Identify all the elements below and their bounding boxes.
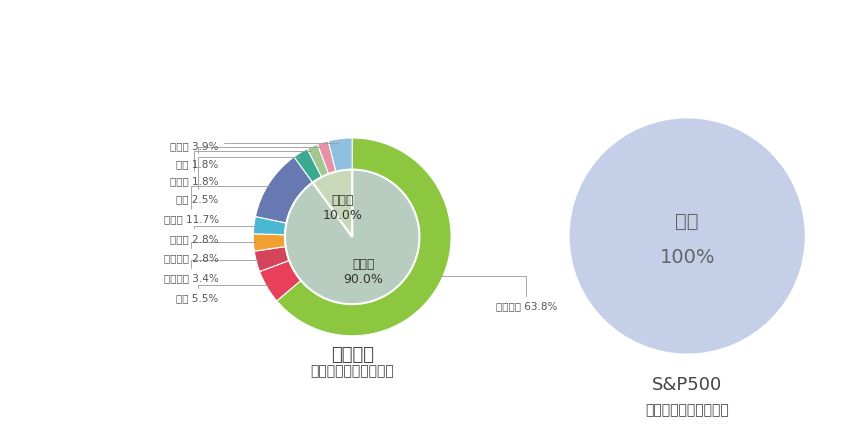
Text: 中国 2.5%: 中国 2.5% — [176, 156, 300, 205]
Text: アメリカ 63.8%: アメリカ 63.8% — [441, 277, 557, 311]
Text: 台湾 1.8%: 台湾 1.8% — [176, 147, 321, 169]
Wedge shape — [308, 144, 329, 177]
Text: インド 1.8%: インド 1.8% — [170, 151, 312, 187]
Wedge shape — [253, 216, 286, 235]
Wedge shape — [253, 234, 286, 251]
Text: S&P500: S&P500 — [652, 375, 722, 394]
Text: その他 3.9%: その他 3.9% — [170, 141, 338, 151]
Text: 日本 5.5%: 日本 5.5% — [176, 284, 268, 303]
Text: イギリス 3.4%: イギリス 3.4% — [164, 260, 259, 284]
Wedge shape — [255, 157, 313, 223]
Text: カナダ 2.8%: カナダ 2.8% — [170, 225, 256, 244]
Wedge shape — [294, 149, 321, 183]
Text: 新興国
10.0%: 新興国 10.0% — [323, 194, 362, 222]
Wedge shape — [318, 141, 336, 174]
Text: 先進国
90.0%: 先進国 90.0% — [344, 258, 384, 286]
Circle shape — [570, 119, 804, 353]
Text: 100%: 100% — [660, 248, 715, 267]
Wedge shape — [259, 260, 301, 301]
Wedge shape — [277, 138, 451, 336]
Text: その他 11.7%: その他 11.7% — [163, 186, 271, 224]
Wedge shape — [254, 246, 289, 271]
Text: 米国: 米国 — [675, 212, 699, 231]
Wedge shape — [328, 138, 352, 172]
Text: フランス 2.8%: フランス 2.8% — [164, 242, 255, 264]
Text: 国・地域別の構成比率: 国・地域別の構成比率 — [645, 403, 729, 417]
Text: オルカン: オルカン — [331, 346, 374, 364]
Text: 国・地域別の構成比率: 国・地域別の構成比率 — [310, 364, 394, 378]
Wedge shape — [285, 170, 419, 304]
Wedge shape — [313, 170, 352, 237]
